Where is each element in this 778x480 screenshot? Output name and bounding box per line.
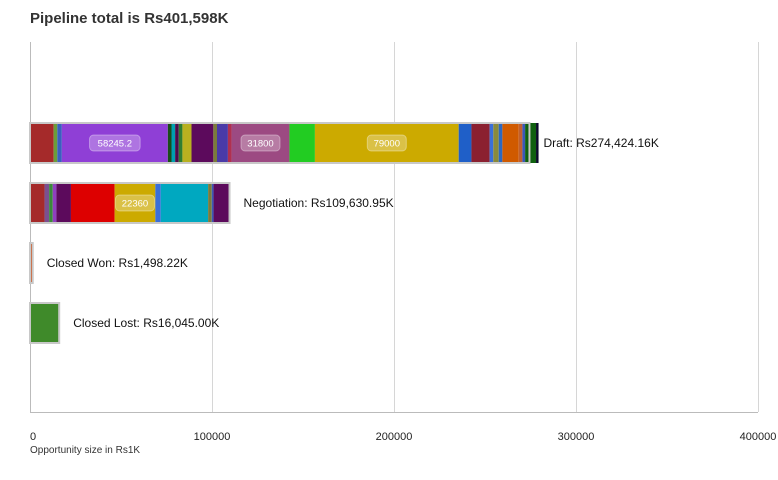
bar-segment[interactable] (191, 123, 214, 163)
chart-title: Pipeline total is Rs401,598K (30, 10, 229, 27)
bar-outline (29, 122, 531, 164)
gridlines (30, 42, 759, 413)
bar-total-label: Draft: Rs274,424.16K (543, 136, 658, 150)
bar-segment[interactable] (314, 123, 459, 163)
segment-value-label: 79000 (374, 139, 400, 150)
bar-segment[interactable] (231, 123, 290, 163)
bar-segment[interactable] (489, 123, 494, 163)
bar-segment[interactable] (53, 123, 58, 163)
x-tick-label: 200000 (376, 431, 413, 443)
bar-segment[interactable] (44, 183, 50, 223)
bar-segment[interactable] (471, 123, 490, 163)
bar-segment[interactable] (155, 183, 161, 223)
bar-segment[interactable] (182, 123, 192, 163)
bar-total-label: Negotiation: Rs109,630.95K (244, 196, 394, 210)
x-tick-label: 400000 (740, 431, 777, 443)
bar-segment[interactable] (167, 123, 172, 163)
bars: 58245.2 31800 79000 Draft: Rs274,424.16K 223… (29, 122, 659, 344)
segment-label-pill (114, 194, 155, 212)
bar-segment[interactable] (171, 123, 176, 163)
bar-total-label: Closed Won: Rs1,498.22K (47, 256, 188, 270)
bar-segment[interactable] (56, 183, 71, 223)
bar-segment[interactable] (289, 123, 315, 163)
bar-segment[interactable] (458, 123, 472, 163)
x-tick-label: 300000 (558, 431, 595, 443)
bar-outline (29, 302, 61, 344)
bar-segment[interactable] (160, 183, 209, 223)
bar-outline (29, 182, 231, 224)
x-tick-label: 100000 (194, 431, 231, 443)
bar-segment[interactable] (30, 183, 45, 223)
segment-label-pill (89, 134, 141, 152)
x-tick-label: 0 (30, 431, 36, 443)
bar-segment[interactable] (175, 123, 179, 163)
segment-value-label: 58245.2 (98, 139, 132, 150)
bar-segment[interactable] (30, 123, 54, 163)
bar-segment[interactable] (536, 123, 539, 163)
bar-segment[interactable] (502, 123, 519, 163)
bar-segment[interactable] (213, 123, 217, 163)
bar-segment[interactable] (522, 123, 526, 163)
bar-segment[interactable] (213, 183, 230, 223)
bar-segment[interactable] (52, 183, 57, 223)
bar-segment[interactable] (57, 123, 62, 163)
bar-segment[interactable] (178, 123, 183, 163)
bar-segment[interactable] (216, 123, 228, 163)
x-axis-label: Opportunity size in Rs1K (30, 445, 140, 456)
bar-draft[interactable]: 58245.2 31800 79000 Draft: Rs274,424.16K (29, 122, 659, 164)
bar-segment[interactable] (30, 303, 60, 343)
bar-segment[interactable] (498, 123, 503, 163)
bar-segment[interactable] (61, 123, 168, 163)
bar-total-label: Closed Lost: Rs16,045.00K (73, 316, 219, 330)
bar-segment[interactable] (30, 243, 33, 283)
segment-label-pill (366, 134, 407, 152)
bar-segment[interactable] (49, 183, 53, 223)
segment-value-label: 22360 (122, 199, 148, 210)
bar-segment[interactable] (211, 183, 214, 223)
x-tick-labels: 0 100000 200000 300000 400000 (30, 431, 776, 443)
bar-outline (29, 242, 34, 284)
bar-segment[interactable] (208, 183, 212, 223)
bar-segment[interactable] (518, 123, 523, 163)
bar-segment[interactable] (525, 123, 537, 163)
bar-segment[interactable] (70, 183, 115, 223)
segment-label-pill (240, 134, 281, 152)
bar-segment[interactable] (114, 183, 156, 223)
bar-segment[interactable] (493, 123, 499, 163)
bar-negotiation[interactable]: 22360 Negotiation: Rs109,630.95K (29, 182, 394, 224)
bar-closed-won[interactable]: Closed Won: Rs1,498.22K (29, 242, 188, 284)
bar-closed-lost[interactable]: Closed Lost: Rs16,045.00K (29, 302, 219, 344)
bar-segment[interactable] (227, 123, 232, 163)
segment-value-label: 31800 (247, 139, 273, 150)
